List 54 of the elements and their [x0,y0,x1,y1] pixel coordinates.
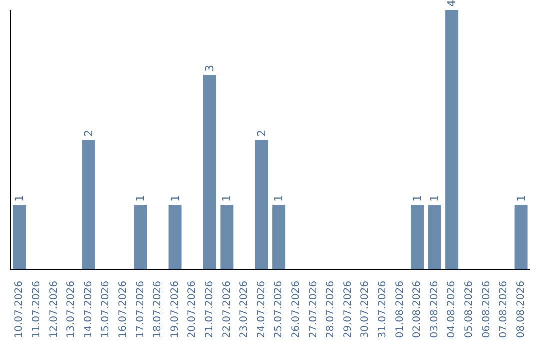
x-tick-label: 06.08.2026 [481,281,492,338]
bar [410,205,424,270]
bar [514,205,528,270]
bar [203,75,216,270]
x-tick-label: 22.07.2026 [222,281,233,338]
data-label: 1 [272,195,286,202]
x-tick-label: 16.07.2026 [118,281,129,338]
data-label: 1 [514,195,528,202]
x-tick-label: 31.07.2026 [377,281,388,338]
x-tick-label: 26.07.2026 [290,281,302,338]
data-label: 1 [428,195,442,202]
data-label: 1 [220,195,234,202]
x-tick-label: 07.08.2026 [498,281,510,338]
x-tick-label: 29.07.2026 [342,281,354,338]
x-tick-label: 05.08.2026 [464,281,475,338]
bar [446,10,459,270]
x-tick-label: 28.07.2026 [326,281,337,338]
data-label: 1 [134,195,148,202]
data-label: 1 [168,195,182,202]
data-label: 1 [13,195,26,202]
bar [220,205,234,270]
data-label: 4 [446,0,459,7]
bar [134,205,148,270]
x-tick-label: 30.07.2026 [360,281,372,338]
bar [13,205,26,270]
x-tick-label: 04.08.2026 [446,281,458,338]
data-label: 2 [255,130,268,137]
bar [255,140,268,270]
x-tick-label: 17.07.2026 [135,281,146,338]
x-tick-label: 23.07.2026 [239,281,250,338]
x-tick-label: 13.07.2026 [66,281,78,338]
x-tick-label: 27.07.2026 [308,281,320,338]
x-tick-label: 12.07.2026 [48,281,60,338]
bar [82,140,96,270]
bar [428,205,442,270]
x-tick-label: 08.08.2026 [516,281,527,338]
x-tick-label: 02.08.2026 [412,281,424,338]
x-tick-label: 15.07.2026 [100,281,112,338]
x-tick-label: 21.07.2026 [204,281,216,338]
x-tick-label: 19.07.2026 [170,281,181,338]
data-label: 3 [203,65,216,72]
x-tick-label: 01.08.2026 [394,281,406,338]
bar [168,205,182,270]
x-tick-label: 25.07.2026 [274,281,285,338]
x-tick-label: 18.07.2026 [152,281,164,338]
x-tick-label: 20.07.2026 [187,281,198,338]
data-label: 1 [410,195,424,202]
x-tick-label: 03.08.2026 [429,281,440,338]
x-tick-label: 10.07.2026 [14,281,26,338]
x-tick-label: 24.07.2026 [256,281,268,338]
x-tick-label: 14.07.2026 [83,281,94,338]
bar [272,205,286,270]
data-label: 2 [82,130,96,137]
x-tick-label: 11.07.2026 [31,281,42,338]
